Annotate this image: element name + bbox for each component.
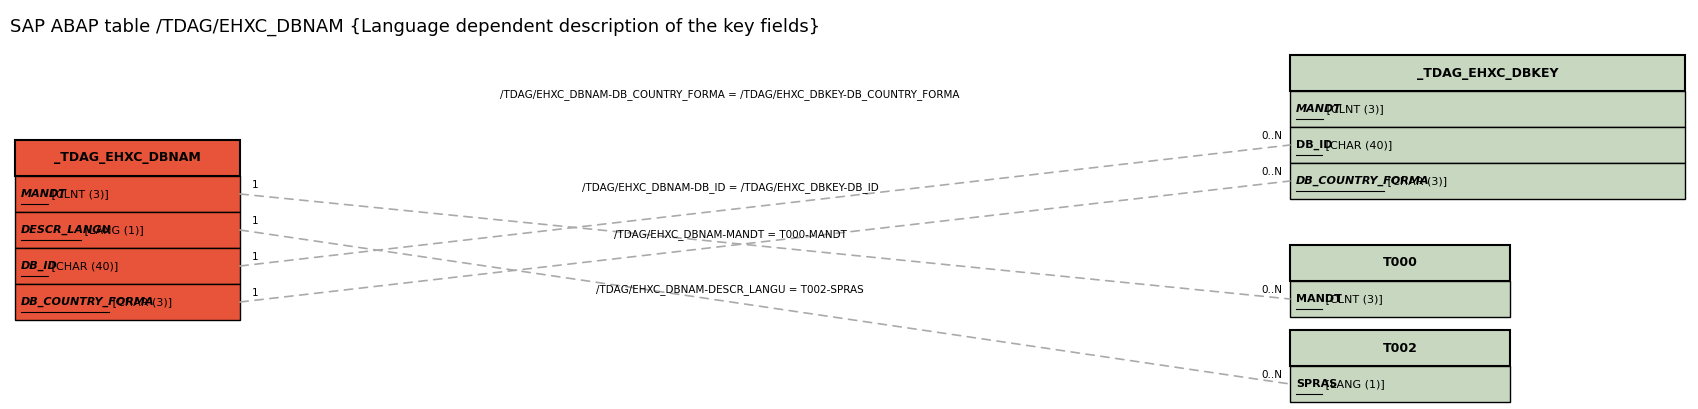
Text: /TDAG/EHXC_DBNAM-MANDT = T000-MANDT: /TDAG/EHXC_DBNAM-MANDT = T000-MANDT (613, 229, 846, 240)
Text: [CHAR (40)]: [CHAR (40)] (1321, 140, 1391, 150)
Bar (1289, 163, 1684, 199)
Text: MANDT: MANDT (1296, 294, 1341, 304)
Text: MANDT: MANDT (1296, 104, 1341, 114)
Text: 1: 1 (251, 252, 258, 262)
Text: 1: 1 (251, 288, 258, 298)
Text: T002: T002 (1382, 342, 1416, 355)
Text: [CHAR (3)]: [CHAR (3)] (109, 297, 171, 307)
Text: DB_ID: DB_ID (20, 261, 58, 271)
Bar (15, 176, 239, 212)
Text: DB_ID: DB_ID (1296, 140, 1331, 150)
Text: _TDAG_EHXC_DBKEY: _TDAG_EHXC_DBKEY (1416, 67, 1557, 79)
Text: /TDAG/EHXC_DBNAM-DB_ID = /TDAG/EHXC_DBKEY-DB_ID: /TDAG/EHXC_DBNAM-DB_ID = /TDAG/EHXC_DBKE… (581, 182, 878, 193)
Text: 0..N: 0..N (1260, 131, 1282, 141)
Text: _TDAG_EHXC_DBNAM: _TDAG_EHXC_DBNAM (54, 151, 200, 164)
Bar (15, 284, 239, 320)
Text: T000: T000 (1382, 256, 1416, 270)
Bar (1289, 55, 1684, 91)
Text: 0..N: 0..N (1260, 167, 1282, 177)
Text: MANDT: MANDT (20, 189, 66, 199)
Text: 1: 1 (251, 180, 258, 190)
Text: /TDAG/EHXC_DBNAM-DESCR_LANGU = T002-SPRAS: /TDAG/EHXC_DBNAM-DESCR_LANGU = T002-SPRA… (596, 284, 863, 295)
Bar (15, 140, 239, 176)
Text: /TDAG/EHXC_DBNAM-DB_COUNTRY_FORMA = /TDAG/EHXC_DBKEY-DB_COUNTRY_FORMA: /TDAG/EHXC_DBNAM-DB_COUNTRY_FORMA = /TDA… (499, 89, 959, 100)
Text: SAP ABAP table /TDAG/EHXC_DBNAM {Language dependent description of the key field: SAP ABAP table /TDAG/EHXC_DBNAM {Languag… (10, 18, 820, 36)
Bar (1289, 330, 1510, 366)
Bar (15, 212, 239, 248)
Text: 1: 1 (251, 216, 258, 226)
Text: DB_COUNTRY_FORMA: DB_COUNTRY_FORMA (1296, 176, 1428, 186)
Bar (1289, 366, 1510, 402)
Text: [LANG (1)]: [LANG (1)] (82, 225, 144, 235)
Bar (1289, 281, 1510, 317)
Text: SPRAS: SPRAS (1296, 379, 1336, 389)
Bar (15, 248, 239, 284)
Text: DESCR_LANGU: DESCR_LANGU (20, 225, 112, 235)
Text: [CLNT (3)]: [CLNT (3)] (49, 189, 109, 199)
Text: 0..N: 0..N (1260, 285, 1282, 295)
Text: [CLNT (3)]: [CLNT (3)] (1323, 104, 1384, 114)
Text: [CHAR (3)]: [CHAR (3)] (1384, 176, 1447, 186)
Text: DB_COUNTRY_FORMA: DB_COUNTRY_FORMA (20, 297, 155, 307)
Bar (1289, 245, 1510, 281)
Bar (1289, 127, 1684, 163)
Text: [LANG (1)]: [LANG (1)] (1321, 379, 1384, 389)
Text: 0..N: 0..N (1260, 370, 1282, 380)
Text: [CLNT (3)]: [CLNT (3)] (1321, 294, 1382, 304)
Text: [CHAR (40)]: [CHAR (40)] (49, 261, 119, 271)
Bar (1289, 91, 1684, 127)
